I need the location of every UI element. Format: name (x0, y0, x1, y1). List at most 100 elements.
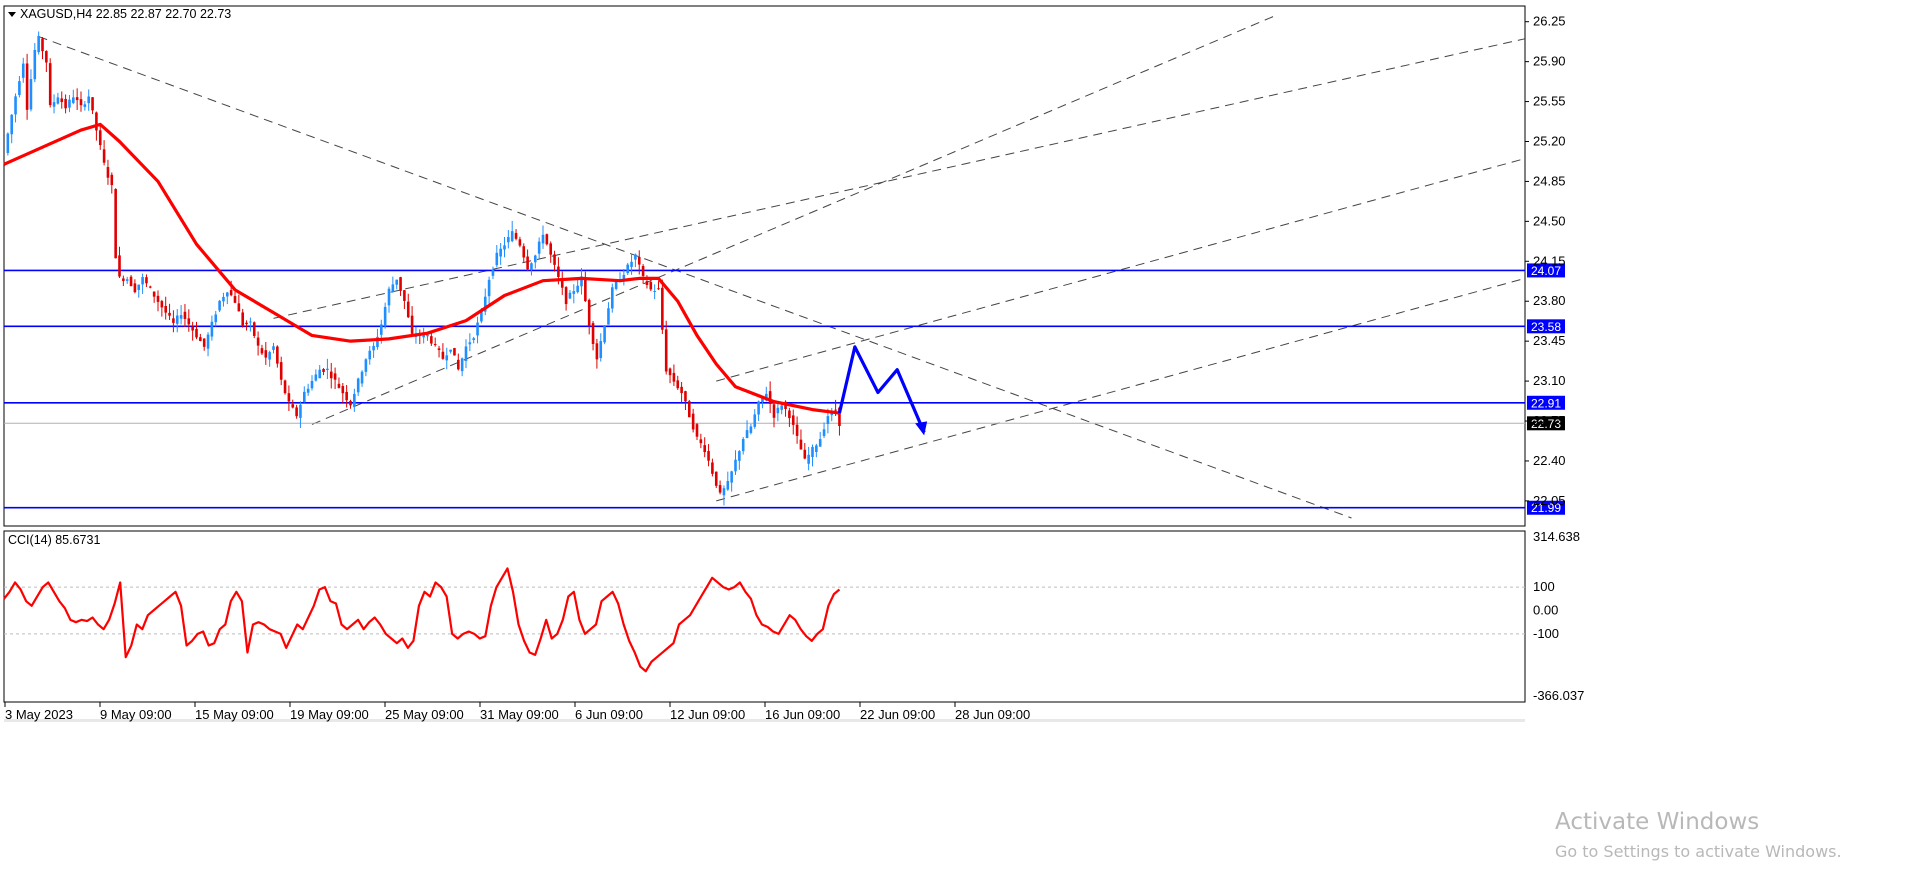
candle-body (768, 391, 772, 404)
candle-body (653, 290, 656, 292)
cci-line (3, 567, 841, 673)
candle-body (672, 372, 676, 382)
candle-body (68, 99, 71, 108)
price-tick-label: 24.85 (1533, 173, 1566, 188)
candle-body (279, 362, 283, 380)
candle-body (599, 341, 603, 358)
candle-body (630, 261, 633, 267)
candle-body (718, 485, 722, 493)
cci-panel: 314.638 100 0.00 -100 -366.037 (3, 529, 1584, 703)
candle-body (237, 303, 241, 312)
candle-body (668, 368, 672, 376)
candle-body (637, 256, 641, 265)
candle-body (441, 351, 445, 359)
candle-body (468, 342, 472, 345)
candle-body (572, 291, 576, 294)
candle-body (722, 488, 726, 496)
candle-body (453, 348, 456, 356)
candle-body (118, 255, 121, 277)
candle-body (788, 410, 791, 419)
candle-body (691, 413, 695, 430)
candle-body (356, 378, 360, 393)
watermark-title: Activate Windows (1555, 809, 1759, 835)
candle-body (6, 133, 10, 153)
candle-body (745, 430, 749, 439)
candle-body (645, 281, 649, 286)
candle-body (79, 99, 83, 106)
candle-body (91, 97, 94, 111)
candle-body (507, 237, 510, 243)
level-tag-2 (1527, 319, 1565, 334)
candle-body (738, 451, 741, 461)
candle-body (233, 296, 237, 303)
candle-body (75, 97, 79, 101)
candle-body (553, 254, 556, 265)
candle-body (214, 314, 218, 323)
candle-body (341, 386, 345, 394)
candles (6, 31, 841, 506)
candle-body (430, 336, 433, 344)
candle-body (437, 348, 441, 351)
candle-body (106, 167, 110, 178)
candle-body (14, 96, 17, 115)
candle-body (591, 323, 595, 344)
time-tick-label: 22 Jun 09:00 (860, 707, 935, 722)
candle-body (791, 415, 795, 425)
candle-body (326, 368, 329, 371)
cci-panel-frame (3, 530, 1526, 703)
candle-body (495, 252, 499, 266)
candle-body (391, 284, 395, 293)
candle-body (83, 104, 87, 107)
candle-body (276, 346, 279, 364)
candle-body (607, 308, 610, 325)
candle-body (818, 439, 822, 447)
candle-body (168, 312, 171, 316)
axes: 26.25 25.90 25.55 25.20 24.85 24.50 24.15 23.80… (4, 14, 1566, 722)
candle-body (641, 265, 645, 276)
candle-body (753, 414, 757, 427)
candle-body (803, 449, 807, 459)
candle-body (611, 287, 614, 309)
candle-body (510, 231, 514, 242)
moving-average-line (3, 122, 840, 415)
candle-body (649, 282, 653, 290)
candle-body (222, 296, 225, 302)
candle-body (714, 471, 718, 486)
candle-body (256, 337, 260, 346)
candle-body (179, 315, 183, 319)
candle-body (730, 471, 733, 483)
cci-tick-label: -366.037 (1533, 688, 1584, 703)
candle-body (522, 246, 526, 258)
level-label-1: 24.07 (1531, 264, 1561, 278)
price-tick-label: 25.55 (1533, 94, 1566, 109)
price-tick-label: 23.10 (1533, 373, 1566, 388)
candle-body (310, 380, 314, 389)
candle-body (568, 292, 572, 299)
candle-body (29, 79, 33, 110)
candle-body (403, 290, 406, 301)
candle-body (202, 338, 206, 347)
candle-body (661, 287, 664, 330)
candle-body (761, 397, 764, 403)
candle-body (268, 352, 271, 360)
candle-body (772, 404, 776, 418)
candle-body (587, 299, 591, 326)
candle-body (422, 333, 425, 338)
candle-body (387, 288, 391, 306)
candle-body (72, 97, 75, 103)
candle-body (133, 283, 137, 293)
candle-body (799, 439, 803, 450)
candle-body (426, 334, 429, 337)
price-tick-label: 25.90 (1533, 54, 1566, 69)
cci-tick-label: -100 (1533, 626, 1559, 641)
candle-body (838, 407, 841, 426)
candle-body (545, 234, 549, 245)
candle-body (541, 234, 545, 244)
candle-body (518, 239, 522, 246)
time-tick-label: 25 May 09:00 (385, 707, 464, 722)
candle-body (314, 374, 318, 381)
candle-body (414, 336, 418, 338)
candle-body (564, 287, 568, 305)
candle-body (102, 149, 106, 163)
candle-body (449, 349, 452, 352)
